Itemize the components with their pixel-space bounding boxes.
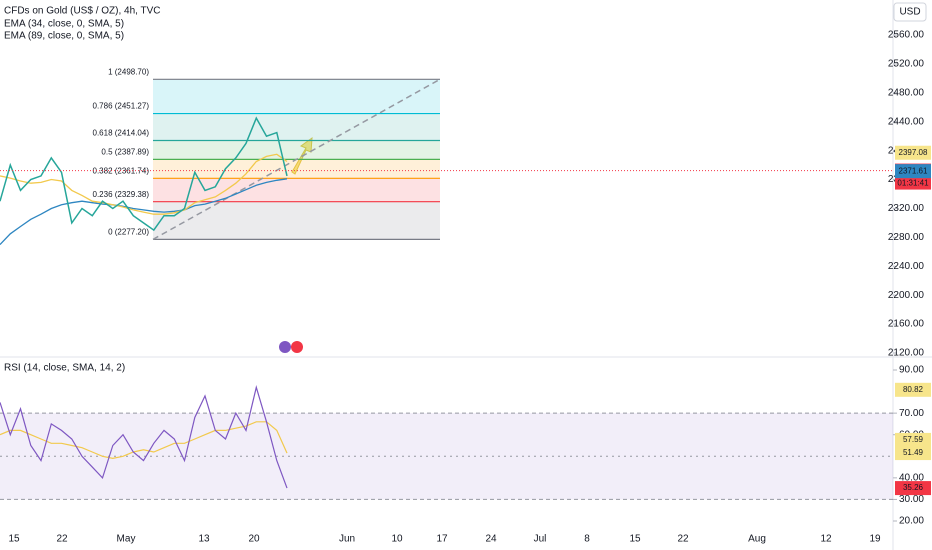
rsi-line (0, 384, 288, 489)
price-badge (895, 446, 931, 461)
date-label: 15 (629, 534, 641, 545)
currency[interactable]: USD (899, 7, 920, 18)
price-badge-label: 35.26 (903, 483, 924, 492)
y-tick-label: 40.00 (899, 472, 924, 483)
date-label: Jul (534, 534, 547, 545)
ema1-label: EMA (34, close, 0, SMA, 5) (4, 19, 124, 30)
y-tick-label: 2520.00 (888, 59, 925, 70)
price-badge (895, 382, 931, 397)
date-label: 12 (820, 534, 832, 545)
y-tick-label: 2560.00 (888, 30, 925, 41)
price-badge-label: 80.82 (903, 385, 924, 394)
date-label: Aug (748, 534, 766, 545)
currency-button[interactable] (893, 2, 927, 22)
date-label: 22 (56, 534, 68, 545)
y-tick-label: 2480.00 (888, 87, 925, 98)
fib-label: 0.618 (2414.04) (93, 129, 150, 138)
date-label: 24 (485, 534, 497, 545)
date-label: May (117, 534, 136, 545)
rsi-title: RSI (14, close, SMA, 14, 2) (4, 363, 125, 374)
date-label: 15 (8, 534, 20, 545)
date-label: 10 (391, 534, 403, 545)
event-icon[interactable] (279, 341, 291, 353)
y-tick-label: 20.00 (899, 516, 924, 527)
symbol-title: CFDs on Gold (US$ / OZ), 4h, TVC (4, 6, 161, 17)
fib-label: 1 (2498.70) (108, 67, 149, 76)
fib-label: 0.5 (2387.89) (101, 147, 149, 156)
price-badge-label: 2371.61 (899, 166, 928, 175)
ema89-line (0, 178, 288, 246)
price-badge (895, 432, 931, 447)
fib-zone (153, 140, 440, 160)
ema2-label: EMA (89, close, 0, SMA, 5) (4, 31, 124, 42)
date-label: 20 (248, 534, 260, 545)
price-badge (895, 145, 931, 160)
trendline (152, 78, 441, 241)
y-tick-label: 2200.00 (888, 290, 925, 301)
y-tick-label: 2320.00 (888, 203, 925, 214)
price-badge-label: 51.49 (903, 448, 924, 457)
y-tick-label: 2440.00 (888, 116, 925, 127)
timer-badge (895, 177, 931, 190)
rsi-ma-line (0, 421, 288, 460)
y-tick-label: 90.00 (899, 365, 924, 376)
ema34-line (0, 153, 288, 215)
date-label: 22 (677, 534, 689, 545)
price-badge-label: 57.59 (903, 435, 924, 444)
fib-label: 0 (2277.20) (108, 227, 149, 236)
date-label: 13 (198, 534, 210, 545)
fib-zone (153, 79, 440, 114)
price-badge-label: 2397.08 (899, 148, 928, 157)
y-tick-label: 30.00 (899, 494, 924, 505)
y-tick-label: 2280.00 (888, 232, 925, 243)
timer-label: 01:31:41 (897, 179, 929, 188)
date-label: 19 (869, 534, 881, 545)
price-badge (895, 164, 931, 179)
fib-zone (153, 159, 440, 179)
date-label: Jun (339, 534, 355, 545)
y-tick-label: 2240.00 (888, 261, 925, 272)
fib-zone (153, 201, 440, 240)
fib-zone (153, 113, 440, 141)
y-tick-label: 70.00 (899, 408, 924, 419)
fib-label: 0.786 (2451.27) (93, 102, 150, 111)
fib-label: 0.236 (2329.38) (93, 190, 150, 199)
price-badge (895, 481, 931, 496)
y-tick-label: 2120.00 (888, 348, 925, 359)
price-line (0, 116, 288, 232)
date-label: 8 (584, 534, 590, 545)
date-label: 17 (436, 534, 448, 545)
flag-icon[interactable] (291, 341, 303, 353)
y-tick-label: 2160.00 (888, 319, 925, 330)
fib-zone (153, 178, 440, 202)
